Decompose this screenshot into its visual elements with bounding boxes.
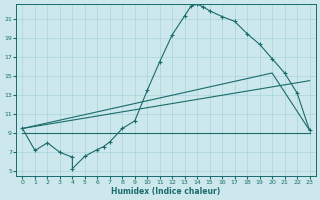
X-axis label: Humidex (Indice chaleur): Humidex (Indice chaleur) (111, 187, 221, 196)
